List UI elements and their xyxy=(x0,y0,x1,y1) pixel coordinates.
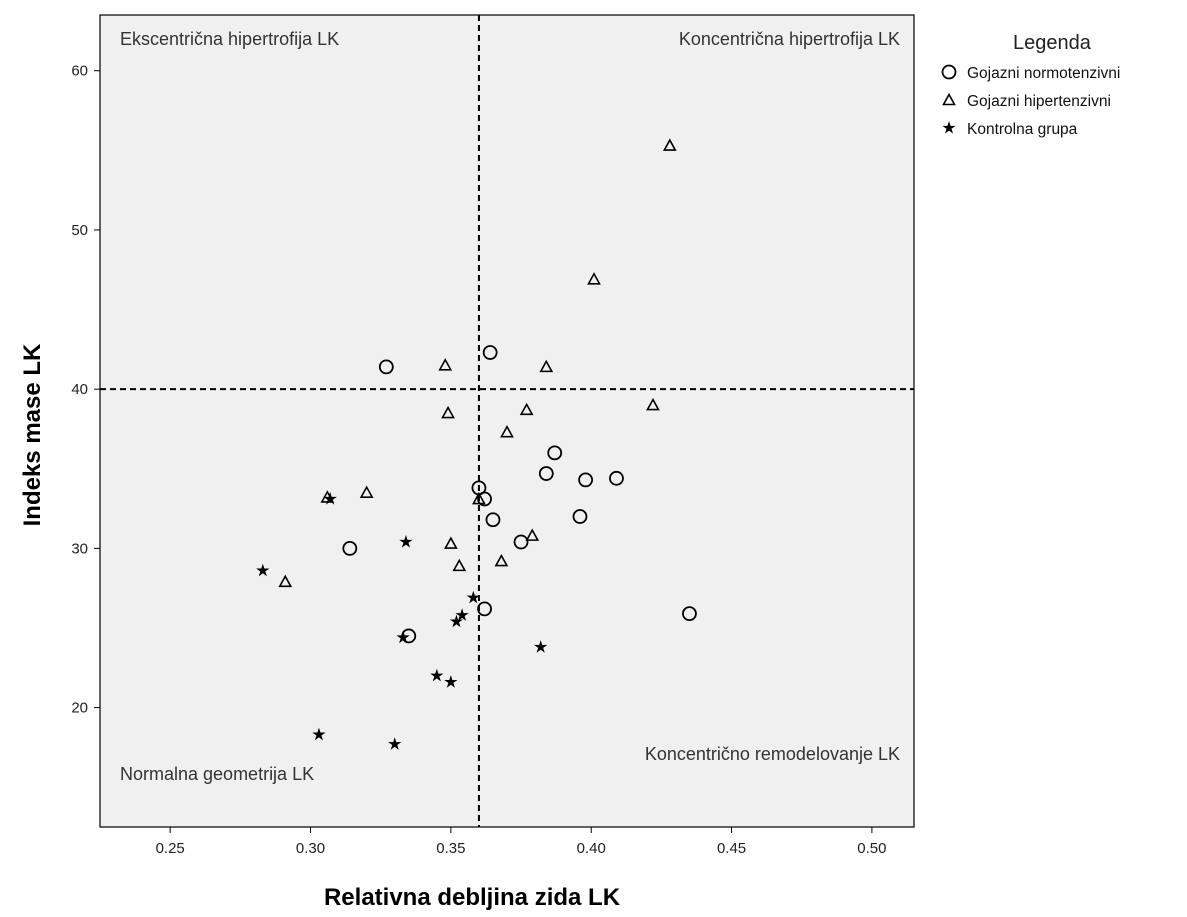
y-tick-label: 60 xyxy=(71,63,88,80)
data-points xyxy=(256,138,697,750)
circle-point xyxy=(547,445,563,461)
legend-circle-icon xyxy=(941,64,957,80)
triangle-point xyxy=(438,358,453,371)
triangle-point xyxy=(359,485,374,498)
legend: Legenda Gojazni normotenzivni Gojazni hip… xyxy=(941,32,1120,138)
circle-point xyxy=(477,491,492,507)
star-point xyxy=(399,535,413,548)
legend-entry-label: Gojazni normotenzivni xyxy=(967,65,1120,82)
y-tick-label: 30 xyxy=(71,540,88,557)
circle-point xyxy=(609,470,624,486)
plot-area xyxy=(99,14,915,828)
circle-point xyxy=(578,472,593,488)
y-axis: 20 30 40 50 60 xyxy=(71,63,100,717)
x-tick-label: 0.35 xyxy=(436,840,465,857)
y-axis-title: Indeks mase LK xyxy=(19,343,46,526)
star-point xyxy=(455,608,469,621)
quadrant-label-bottom-right: Koncentrično remodelovanje LK xyxy=(645,744,900,764)
star-point xyxy=(388,737,402,750)
triangle-point xyxy=(444,536,458,549)
circle-point xyxy=(477,601,492,617)
x-axis-title: Relativna debljina zida LK xyxy=(324,884,621,911)
triangle-point xyxy=(472,491,486,505)
triangle-point xyxy=(494,553,509,567)
star-point xyxy=(466,590,480,604)
legend-entries: Gojazni normotenzivni Gojazni hipertenziv… xyxy=(941,64,1120,138)
y-tick-label: 20 xyxy=(71,700,88,717)
y-tick-label: 40 xyxy=(71,381,88,398)
quadrant-label-top-left: Ekscentrična hipertrofija LK xyxy=(120,29,339,49)
reference-lines xyxy=(100,15,914,827)
star-point xyxy=(444,675,458,688)
triangle-point xyxy=(587,272,601,285)
triangle-point xyxy=(441,405,455,419)
star-point xyxy=(323,492,337,505)
circle-point xyxy=(378,359,394,375)
legend-entry-label: Gojazni hipertenzivni xyxy=(967,93,1111,110)
star-point xyxy=(256,563,270,577)
triangle-point xyxy=(519,402,534,416)
x-tick-label: 0.45 xyxy=(717,840,746,857)
circle-point xyxy=(485,512,501,528)
circle-point xyxy=(538,466,554,481)
x-tick-label: 0.25 xyxy=(156,840,185,857)
triangle-point xyxy=(646,397,660,411)
triangle-point xyxy=(539,359,554,373)
quadrant-label-bottom-left: Normalna geometrija LK xyxy=(120,764,314,784)
x-axis: 0.25 0.30 0.35 0.40 0.45 0.50 xyxy=(156,827,886,857)
triangle-point xyxy=(278,574,293,588)
triangle-point xyxy=(525,528,540,541)
legend-title: Legenda xyxy=(1013,32,1092,54)
legend-entry-label: Kontrolna grupa xyxy=(967,121,1078,138)
star-point xyxy=(312,727,326,741)
triangle-point xyxy=(452,558,467,572)
triangle-point xyxy=(500,424,514,438)
legend-triangle-icon xyxy=(942,92,956,106)
x-tick-label: 0.40 xyxy=(577,840,606,857)
x-tick-label: 0.50 xyxy=(857,840,886,857)
x-tick-label: 0.30 xyxy=(296,840,325,857)
circle-point xyxy=(482,345,498,360)
quadrant-label-top-right: Koncentrična hipertrofija LK xyxy=(679,29,900,49)
circle-point xyxy=(572,509,588,524)
triangle-point xyxy=(662,138,677,151)
star-point xyxy=(449,614,464,628)
circle-point xyxy=(513,534,529,550)
star-point xyxy=(396,630,410,644)
star-point xyxy=(430,668,444,682)
y-tick-label: 50 xyxy=(71,222,88,239)
circle-point xyxy=(682,606,697,622)
circle-point xyxy=(342,540,358,556)
legend-star-icon xyxy=(942,121,956,134)
star-point xyxy=(534,640,548,653)
